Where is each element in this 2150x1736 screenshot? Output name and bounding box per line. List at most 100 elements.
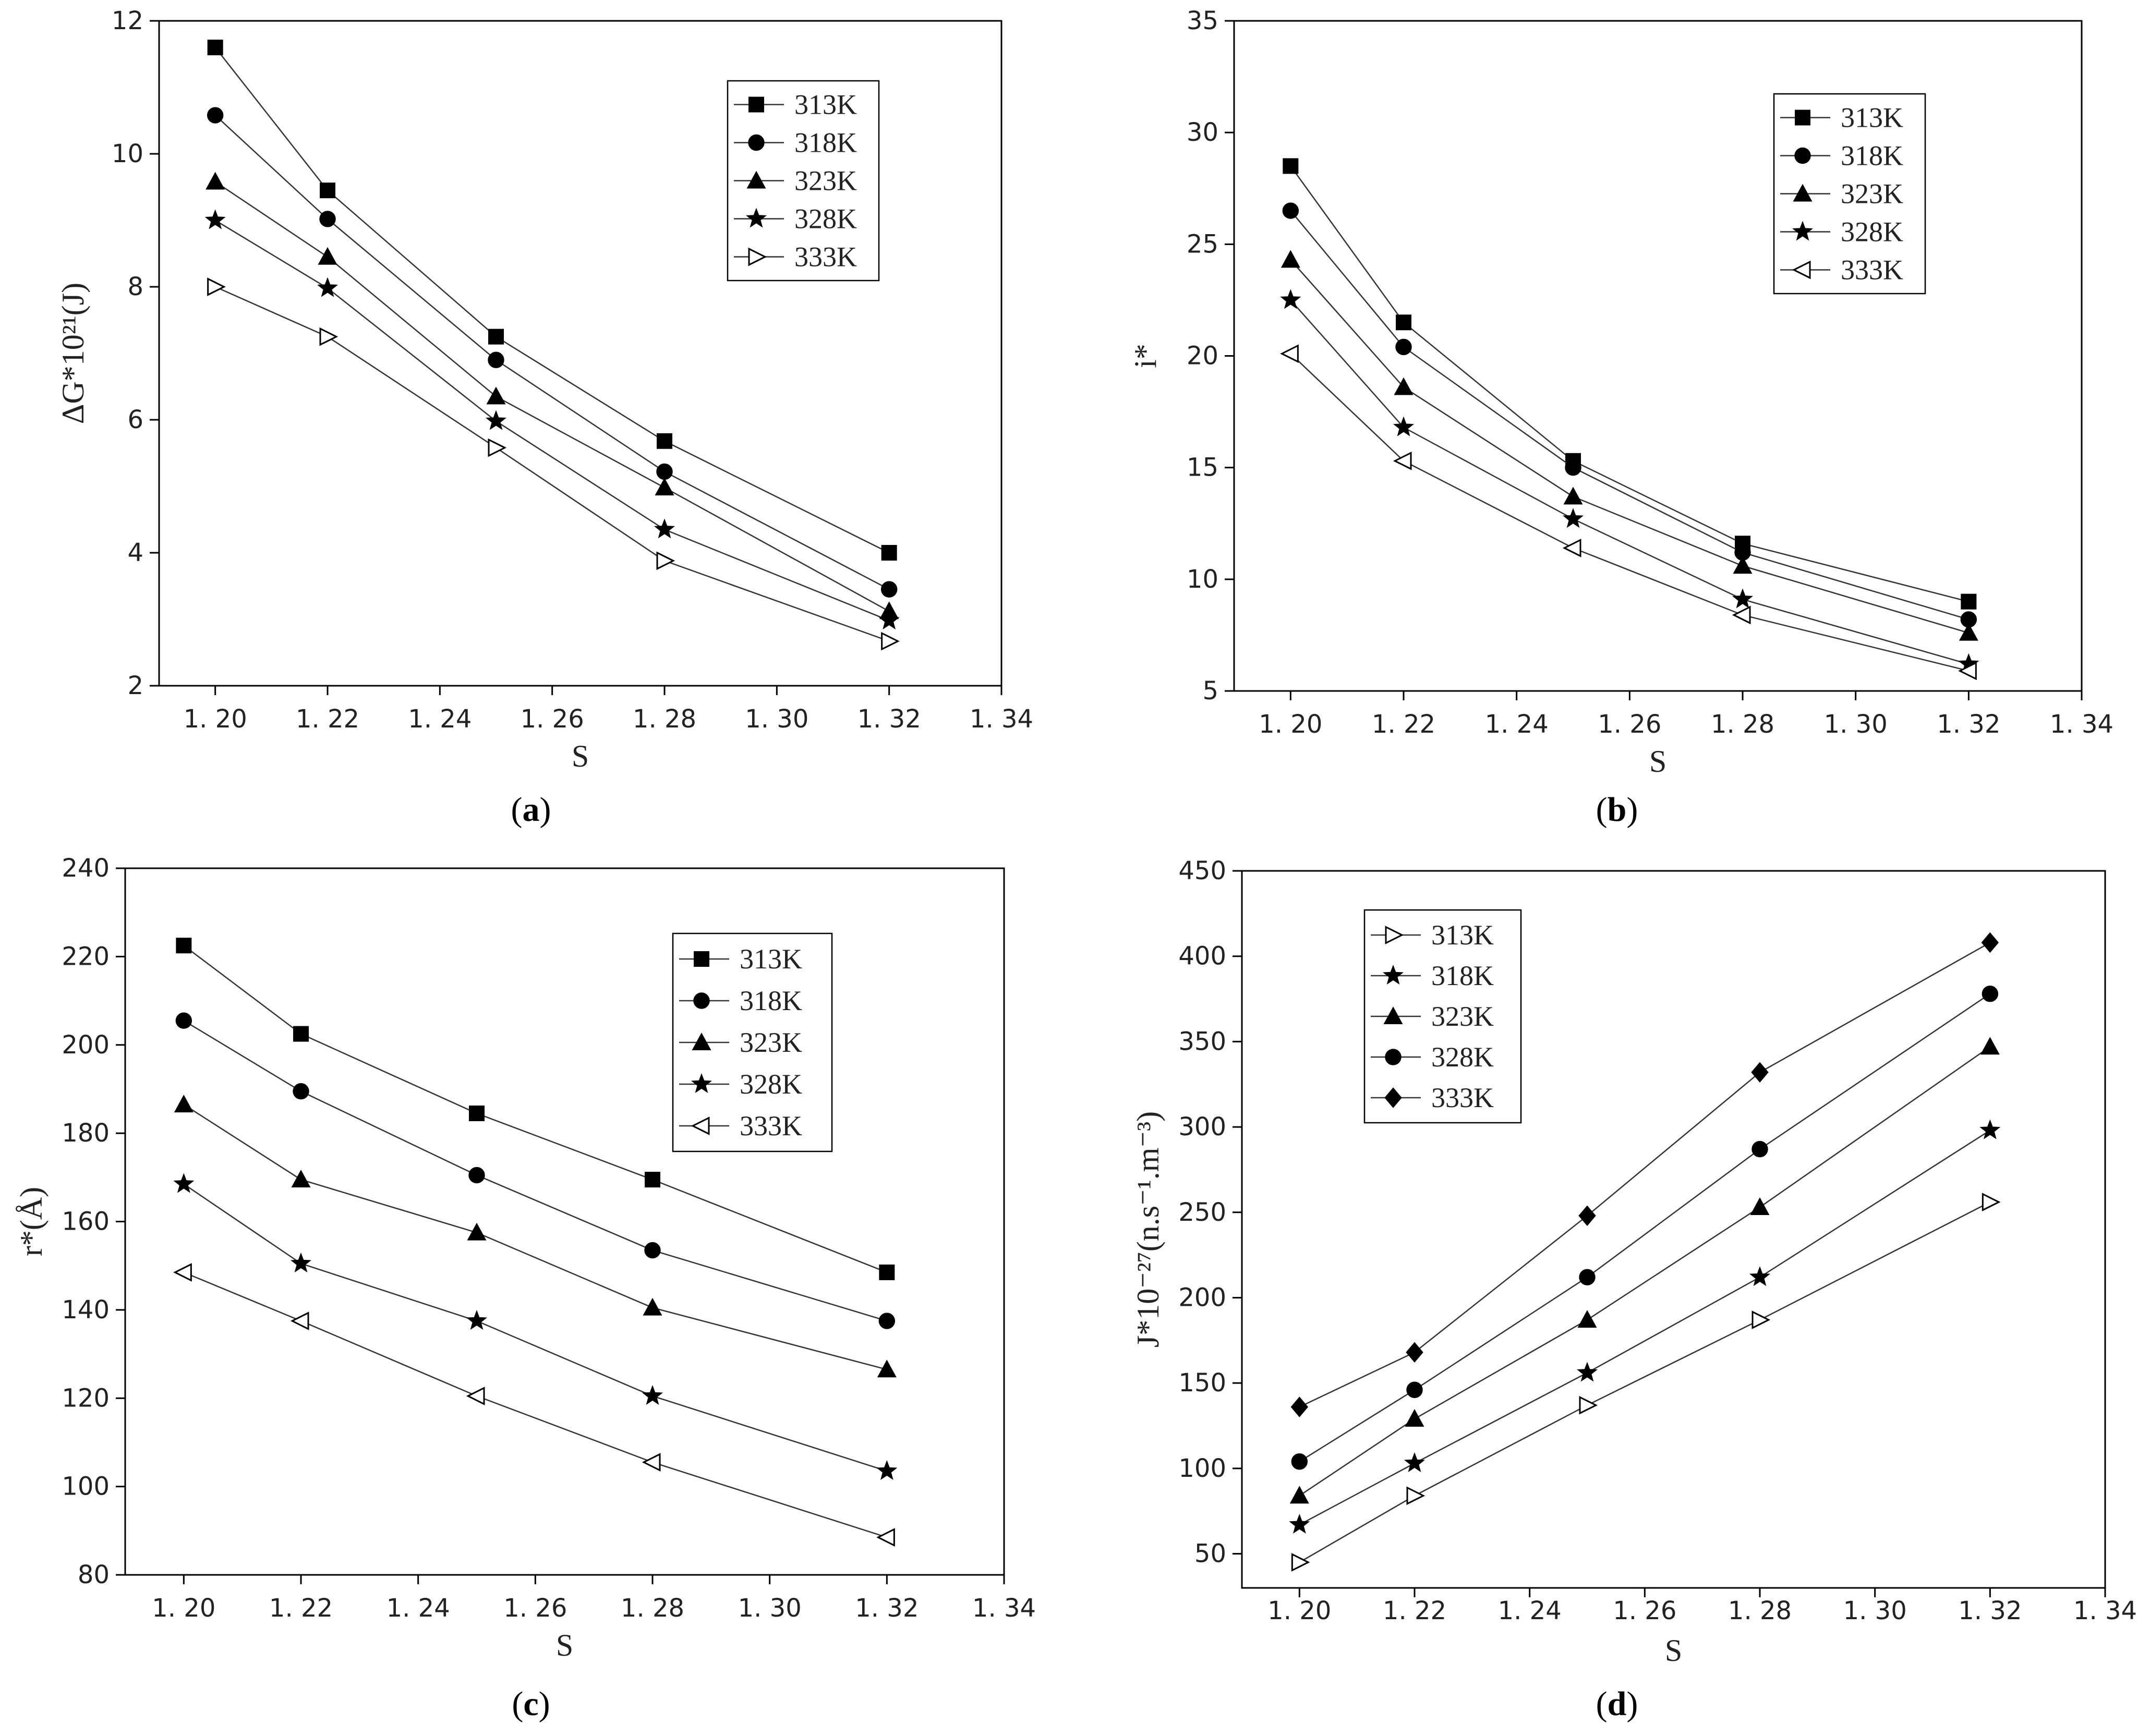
legend-label-d-313K: 313K [1431, 919, 1494, 951]
legend-label-b-328K: 328K [1841, 216, 1903, 248]
x-tick-label-b: 1. 22 [1372, 710, 1435, 739]
y-tick-label-d: 250 [1178, 1198, 1226, 1227]
x-tick-label-d: 1. 26 [1613, 1596, 1676, 1625]
x-tick-label-d: 1. 34 [2073, 1596, 2137, 1625]
data-point-b-318K [1395, 338, 1412, 356]
data-point-c-323K [643, 1297, 662, 1316]
data-point-b-333K [1562, 539, 1581, 557]
data-point-b-333K [1732, 605, 1751, 625]
legend-label-c-323K: 323K [740, 1027, 802, 1058]
chart-panel-a: 1. 20 1. 22 1. 24 1. 26 1. 28 1. 30 1. 32 1. 34… [0, 0, 1075, 855]
chart-panel-d: 1. 20 1. 22 1. 24 1. 26 1. 28 1. 30 1. 32 1. 34… [1075, 855, 2150, 1736]
data-point-a-313K [657, 433, 672, 449]
caption-b: (b) [1596, 791, 1638, 829]
series-markers-c-313K [176, 938, 895, 1280]
plot-frame-a [158, 20, 1002, 687]
data-point-a-318K [207, 107, 224, 124]
legend-marker-a-313K [748, 96, 764, 113]
x-tick-label-c: 1. 30 [738, 1594, 802, 1623]
legend-marker-c-318K [693, 992, 710, 1009]
data-point-b-323K [1394, 377, 1414, 395]
data-point-d-333K [1751, 1062, 1769, 1083]
y-tick-label-b: 20 [1187, 342, 1218, 371]
series-markers-a-328K [204, 209, 900, 630]
data-point-a-328K [654, 518, 675, 539]
data-point-d-318K [1749, 1266, 1770, 1286]
series-markers-b-323K [1281, 250, 1978, 641]
legend-label-c-333K: 333K [740, 1110, 802, 1142]
data-point-d-328K [1982, 986, 1999, 1002]
series-markers-c-318K [175, 1012, 896, 1329]
legend-label-c-313K: 313K [740, 943, 802, 975]
data-point-a-323K [486, 386, 506, 405]
data-point-d-323K [1577, 1310, 1597, 1328]
series-markers-b-333K [1280, 344, 1977, 681]
data-point-d-328K [1579, 1269, 1596, 1285]
legend-label-c-328K: 328K [740, 1069, 802, 1100]
data-point-c-318K [175, 1012, 192, 1029]
data-point-c-323K [467, 1222, 487, 1241]
data-point-c-323K [877, 1359, 897, 1378]
legend-label-d-328K: 328K [1431, 1041, 1494, 1073]
y-tick-label-b: 25 [1187, 229, 1218, 259]
legend-marker-d-333K [1384, 1087, 1402, 1108]
x-tick-label-d: 1. 32 [1958, 1596, 2022, 1625]
data-point-b-328K [1563, 508, 1584, 528]
chart-a-svg: 1. 20 1. 22 1. 24 1. 26 1. 28 1. 30 1. 32 1. 34… [56, 6, 1033, 773]
x-axis-label-a: S [572, 739, 589, 773]
legend-marker-b-318K [1794, 147, 1811, 164]
y-tick-label-c: 240 [62, 854, 110, 883]
y-tick-label-d: 350 [1178, 1027, 1226, 1056]
series-markers-d-333K [1290, 932, 1999, 1417]
x-axis-label-b: S [1649, 744, 1666, 779]
x-tick-label-b: 1. 26 [1598, 710, 1661, 739]
data-point-c-333K [642, 1453, 661, 1472]
data-point-a-318K [319, 211, 336, 227]
y-tick-label-b: 10 [1187, 565, 1218, 594]
y-tick-label-d: 50 [1194, 1539, 1226, 1569]
y-tick-label-c: 220 [62, 942, 110, 971]
data-point-a-333K [319, 327, 339, 346]
data-point-c-318K [468, 1167, 485, 1184]
y-tick-label-d: 300 [1178, 1112, 1226, 1142]
data-point-a-323K [206, 172, 225, 190]
data-point-a-328K [204, 209, 226, 229]
legend-label-a-333K: 333K [794, 241, 857, 273]
data-point-a-333K [881, 632, 900, 651]
data-point-c-318K [878, 1313, 896, 1329]
x-tick-label-a: 1. 34 [970, 705, 1033, 734]
legend-label-d-323K: 323K [1431, 1001, 1494, 1032]
data-point-c-328K [642, 1385, 663, 1405]
legend-label-a-328K: 328K [794, 203, 857, 235]
legend-label-d-333K: 333K [1431, 1082, 1494, 1113]
x-tick-label-b: 1. 20 [1259, 710, 1322, 739]
x-tick-label-d: 1. 28 [1728, 1596, 1792, 1625]
chart-c-svg: 1. 20 1. 22 1. 24 1. 26 1. 28 1. 30 1. 32 1. 34… [14, 854, 1036, 1662]
data-point-c-313K [645, 1172, 660, 1188]
y-axis-label-b: i* [1128, 344, 1163, 368]
data-point-a-318K [880, 581, 898, 598]
y-tick-label-d: 200 [1178, 1283, 1226, 1312]
legend-marker-c-323K [692, 1033, 711, 1050]
legend-marker-c-313K [694, 951, 709, 967]
data-point-c-313K [879, 1264, 895, 1280]
x-axis-label-d: S [1665, 1633, 1682, 1668]
data-point-a-333K [488, 438, 507, 457]
series-markers-d-318K [1289, 1119, 2001, 1534]
x-tick-label-b: 1. 28 [1711, 710, 1774, 739]
legend-marker-d-313K [1385, 926, 1404, 944]
chart-b-svg: 1. 20 1. 22 1. 24 1. 26 1. 28 1. 30 1. 32 1. 34… [1128, 6, 2113, 779]
data-point-c-328K [291, 1252, 311, 1272]
legend-label-b-313K: 313K [1841, 102, 1903, 133]
x-tick-label-c: 1. 20 [152, 1594, 215, 1623]
series-markers-a-313K [207, 40, 897, 561]
legend-marker-a-323K [746, 171, 766, 189]
x-tick-label-d: 1. 20 [1267, 1596, 1331, 1625]
y-tick-label-a: 6 [127, 405, 143, 434]
series-line-b-328K [1290, 299, 1969, 665]
legend-marker-b-323K [1793, 184, 1813, 202]
y-tick-label-a: 12 [112, 6, 143, 35]
x-tick-label-c: 1. 28 [621, 1594, 684, 1623]
caption-c: (c) [512, 1685, 550, 1723]
data-point-b-323K [1959, 623, 1978, 641]
